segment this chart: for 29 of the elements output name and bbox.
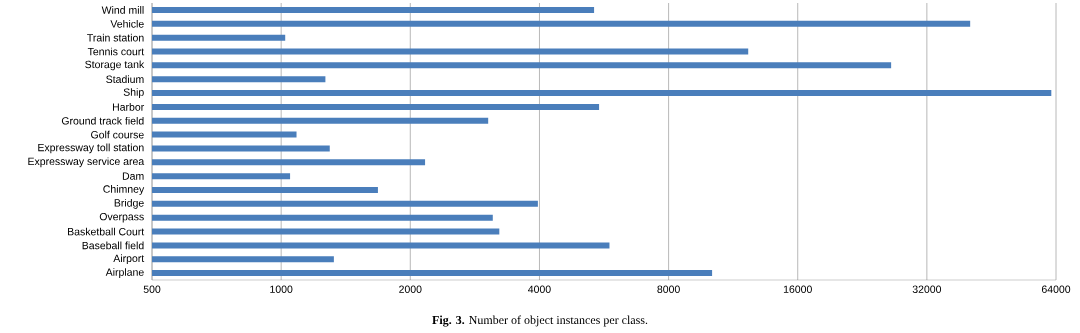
x-tick-label: 64000: [1041, 285, 1071, 293]
y-tick-label: Storage tank: [85, 60, 145, 71]
y-tick-label: Tennis court: [87, 47, 145, 56]
y-tick-label: Dam: [122, 172, 144, 180]
y-tick-label: Basketball Court: [68, 227, 145, 236]
y-tick-label: Baseball field: [82, 241, 144, 250]
text: Fig. 3. Number of object instances per class.: [432, 315, 648, 327]
y-tick-label: Expressway service area: [28, 157, 145, 168]
x-tick-label: 4000: [528, 285, 551, 293]
y-tick-label: Stadium: [106, 75, 144, 84]
x-tick-label: 500: [143, 285, 161, 293]
y-tick-label: Ground track field: [61, 116, 144, 125]
y-tick-label: Overpass: [99, 212, 144, 223]
y-tick-label: Chimney: [103, 185, 145, 195]
y-tick-label: Airport: [113, 254, 145, 265]
y-tick-label: Ship: [123, 88, 144, 98]
x-tick-label: 1000: [270, 285, 293, 293]
x-tick-label: 8000: [657, 285, 680, 293]
x-tick-label: 32000: [912, 285, 942, 293]
y-tick-label: Golf course: [91, 130, 144, 139]
y-tick-label: Harbor: [112, 103, 145, 111]
x-tick-label: 16000: [783, 285, 812, 293]
x-tick-label: 2000: [399, 285, 422, 293]
y-tick-label: Airplane: [105, 268, 144, 278]
y-tick-label: Vehicle: [110, 19, 144, 28]
y-tick-label: Train station: [87, 33, 144, 42]
y-tick-label: Bridge: [114, 198, 144, 209]
y-tick-label: Wind mill: [101, 6, 144, 14]
y-tick-label: Expressway toll station: [38, 143, 144, 154]
